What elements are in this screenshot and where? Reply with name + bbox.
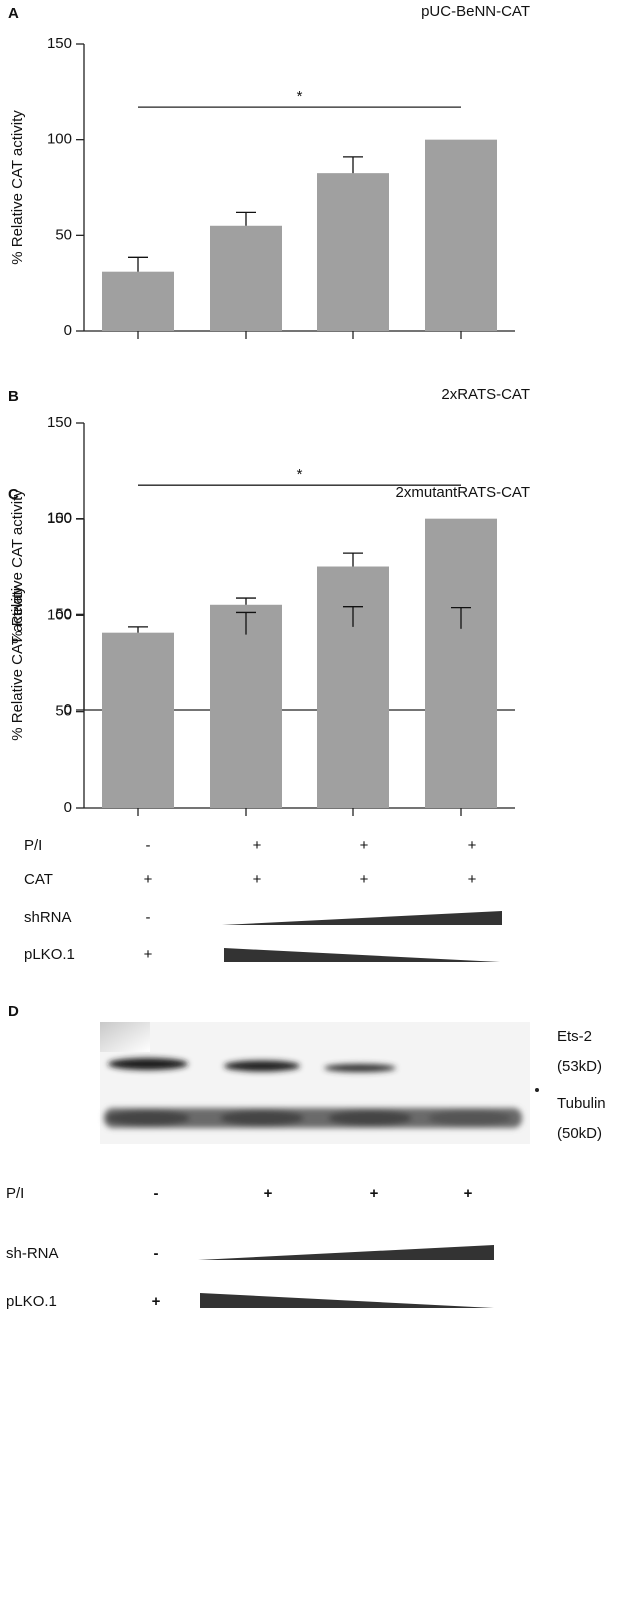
error-bar bbox=[236, 611, 256, 635]
panel-label: A bbox=[8, 5, 19, 22]
condition-cell: - bbox=[146, 909, 151, 926]
bar bbox=[210, 225, 282, 331]
condition-cell: + bbox=[253, 871, 262, 888]
condition-label: sh-RNA bbox=[6, 1245, 59, 1262]
condition-cell: + bbox=[152, 1293, 161, 1310]
error-bar bbox=[451, 606, 471, 629]
error-bar bbox=[343, 606, 363, 627]
y-tick-label: 50 bbox=[55, 605, 72, 622]
ramp bbox=[224, 948, 500, 962]
ets-band bbox=[324, 1064, 396, 1072]
condition-cell: - bbox=[146, 837, 151, 854]
condition-label: CAT bbox=[24, 871, 53, 888]
blot-smear bbox=[100, 1022, 150, 1052]
condition-cell: + bbox=[253, 837, 262, 854]
ramp bbox=[198, 1245, 494, 1260]
y-tick-label: 150 bbox=[47, 510, 72, 527]
condition-cell: + bbox=[468, 871, 477, 888]
ramp bbox=[222, 911, 502, 925]
tubulin-band bbox=[428, 1110, 512, 1126]
chart-title: pUC-BeNN-CAT bbox=[421, 3, 530, 20]
y-tick-label: 100 bbox=[47, 510, 72, 527]
significance-label: * bbox=[297, 466, 303, 483]
band-size: (53kD) bbox=[557, 1058, 602, 1075]
error-bar bbox=[236, 597, 256, 605]
condition-cell: + bbox=[468, 837, 477, 854]
tubulin-band bbox=[328, 1110, 412, 1126]
tubulin-band bbox=[106, 1110, 190, 1126]
ets-band bbox=[108, 1058, 188, 1070]
y-tick-label: 0 bbox=[64, 701, 72, 718]
blot-bands bbox=[104, 1058, 522, 1128]
chart-title: 2xRATS-CAT bbox=[441, 386, 530, 403]
condition-label: pLKO.1 bbox=[24, 946, 75, 963]
y-tick-label: 0 bbox=[64, 322, 72, 339]
condition-label: P/I bbox=[6, 1185, 24, 1202]
condition-label: pLKO.1 bbox=[6, 1293, 57, 1310]
tubulin-band bbox=[220, 1110, 304, 1126]
significance-label: * bbox=[297, 88, 303, 105]
condition-cell: + bbox=[144, 871, 153, 888]
condition-cell: + bbox=[264, 1185, 273, 1202]
bar bbox=[102, 632, 174, 808]
y-tick-label: 50 bbox=[55, 226, 72, 243]
bar bbox=[210, 634, 282, 808]
condition-label: P/I bbox=[24, 837, 42, 854]
tubulin-band bbox=[104, 1108, 522, 1128]
error-bar bbox=[236, 211, 256, 226]
error-bar bbox=[343, 156, 363, 174]
y-tick-label: 100 bbox=[47, 606, 72, 623]
y-axis-label: % Relative CAT activity bbox=[9, 586, 26, 741]
condition-cell: - bbox=[154, 1245, 159, 1262]
bar bbox=[102, 271, 174, 331]
condition-cell: + bbox=[464, 1185, 473, 1202]
y-tick-label: 0 bbox=[64, 799, 72, 816]
y-tick-label: 150 bbox=[47, 35, 72, 52]
condition-cell: + bbox=[144, 946, 153, 963]
band-name: Ets-2 bbox=[557, 1028, 592, 1045]
error-bar bbox=[343, 552, 363, 567]
ramp bbox=[200, 1293, 494, 1308]
band-size: (50kD) bbox=[557, 1125, 602, 1142]
y-axis-label: % Relative CAT activity bbox=[9, 489, 26, 644]
y-tick-label: 50 bbox=[55, 703, 72, 720]
bar bbox=[425, 139, 497, 331]
band-name: Tubulin bbox=[557, 1095, 606, 1112]
ets-band bbox=[224, 1060, 300, 1072]
blot-speck bbox=[535, 1088, 539, 1092]
y-axis-label: % Relative CAT activity bbox=[9, 110, 26, 265]
error-bar bbox=[128, 626, 148, 633]
panel-label: B bbox=[8, 388, 19, 405]
condition-cell: + bbox=[360, 837, 369, 854]
bar bbox=[317, 626, 389, 808]
condition-cell: - bbox=[154, 1185, 159, 1202]
condition-cell: + bbox=[360, 871, 369, 888]
y-tick-label: 100 bbox=[47, 131, 72, 148]
bar bbox=[425, 628, 497, 808]
panel-label: D bbox=[8, 1003, 19, 1020]
error-bar bbox=[128, 256, 148, 272]
panel-label: C bbox=[8, 486, 19, 503]
y-tick-label: 150 bbox=[47, 414, 72, 431]
condition-cell: + bbox=[370, 1185, 379, 1202]
condition-label: shRNA bbox=[24, 909, 72, 926]
bar bbox=[317, 173, 389, 331]
chart-title: 2xmutantRATS-CAT bbox=[396, 484, 530, 501]
